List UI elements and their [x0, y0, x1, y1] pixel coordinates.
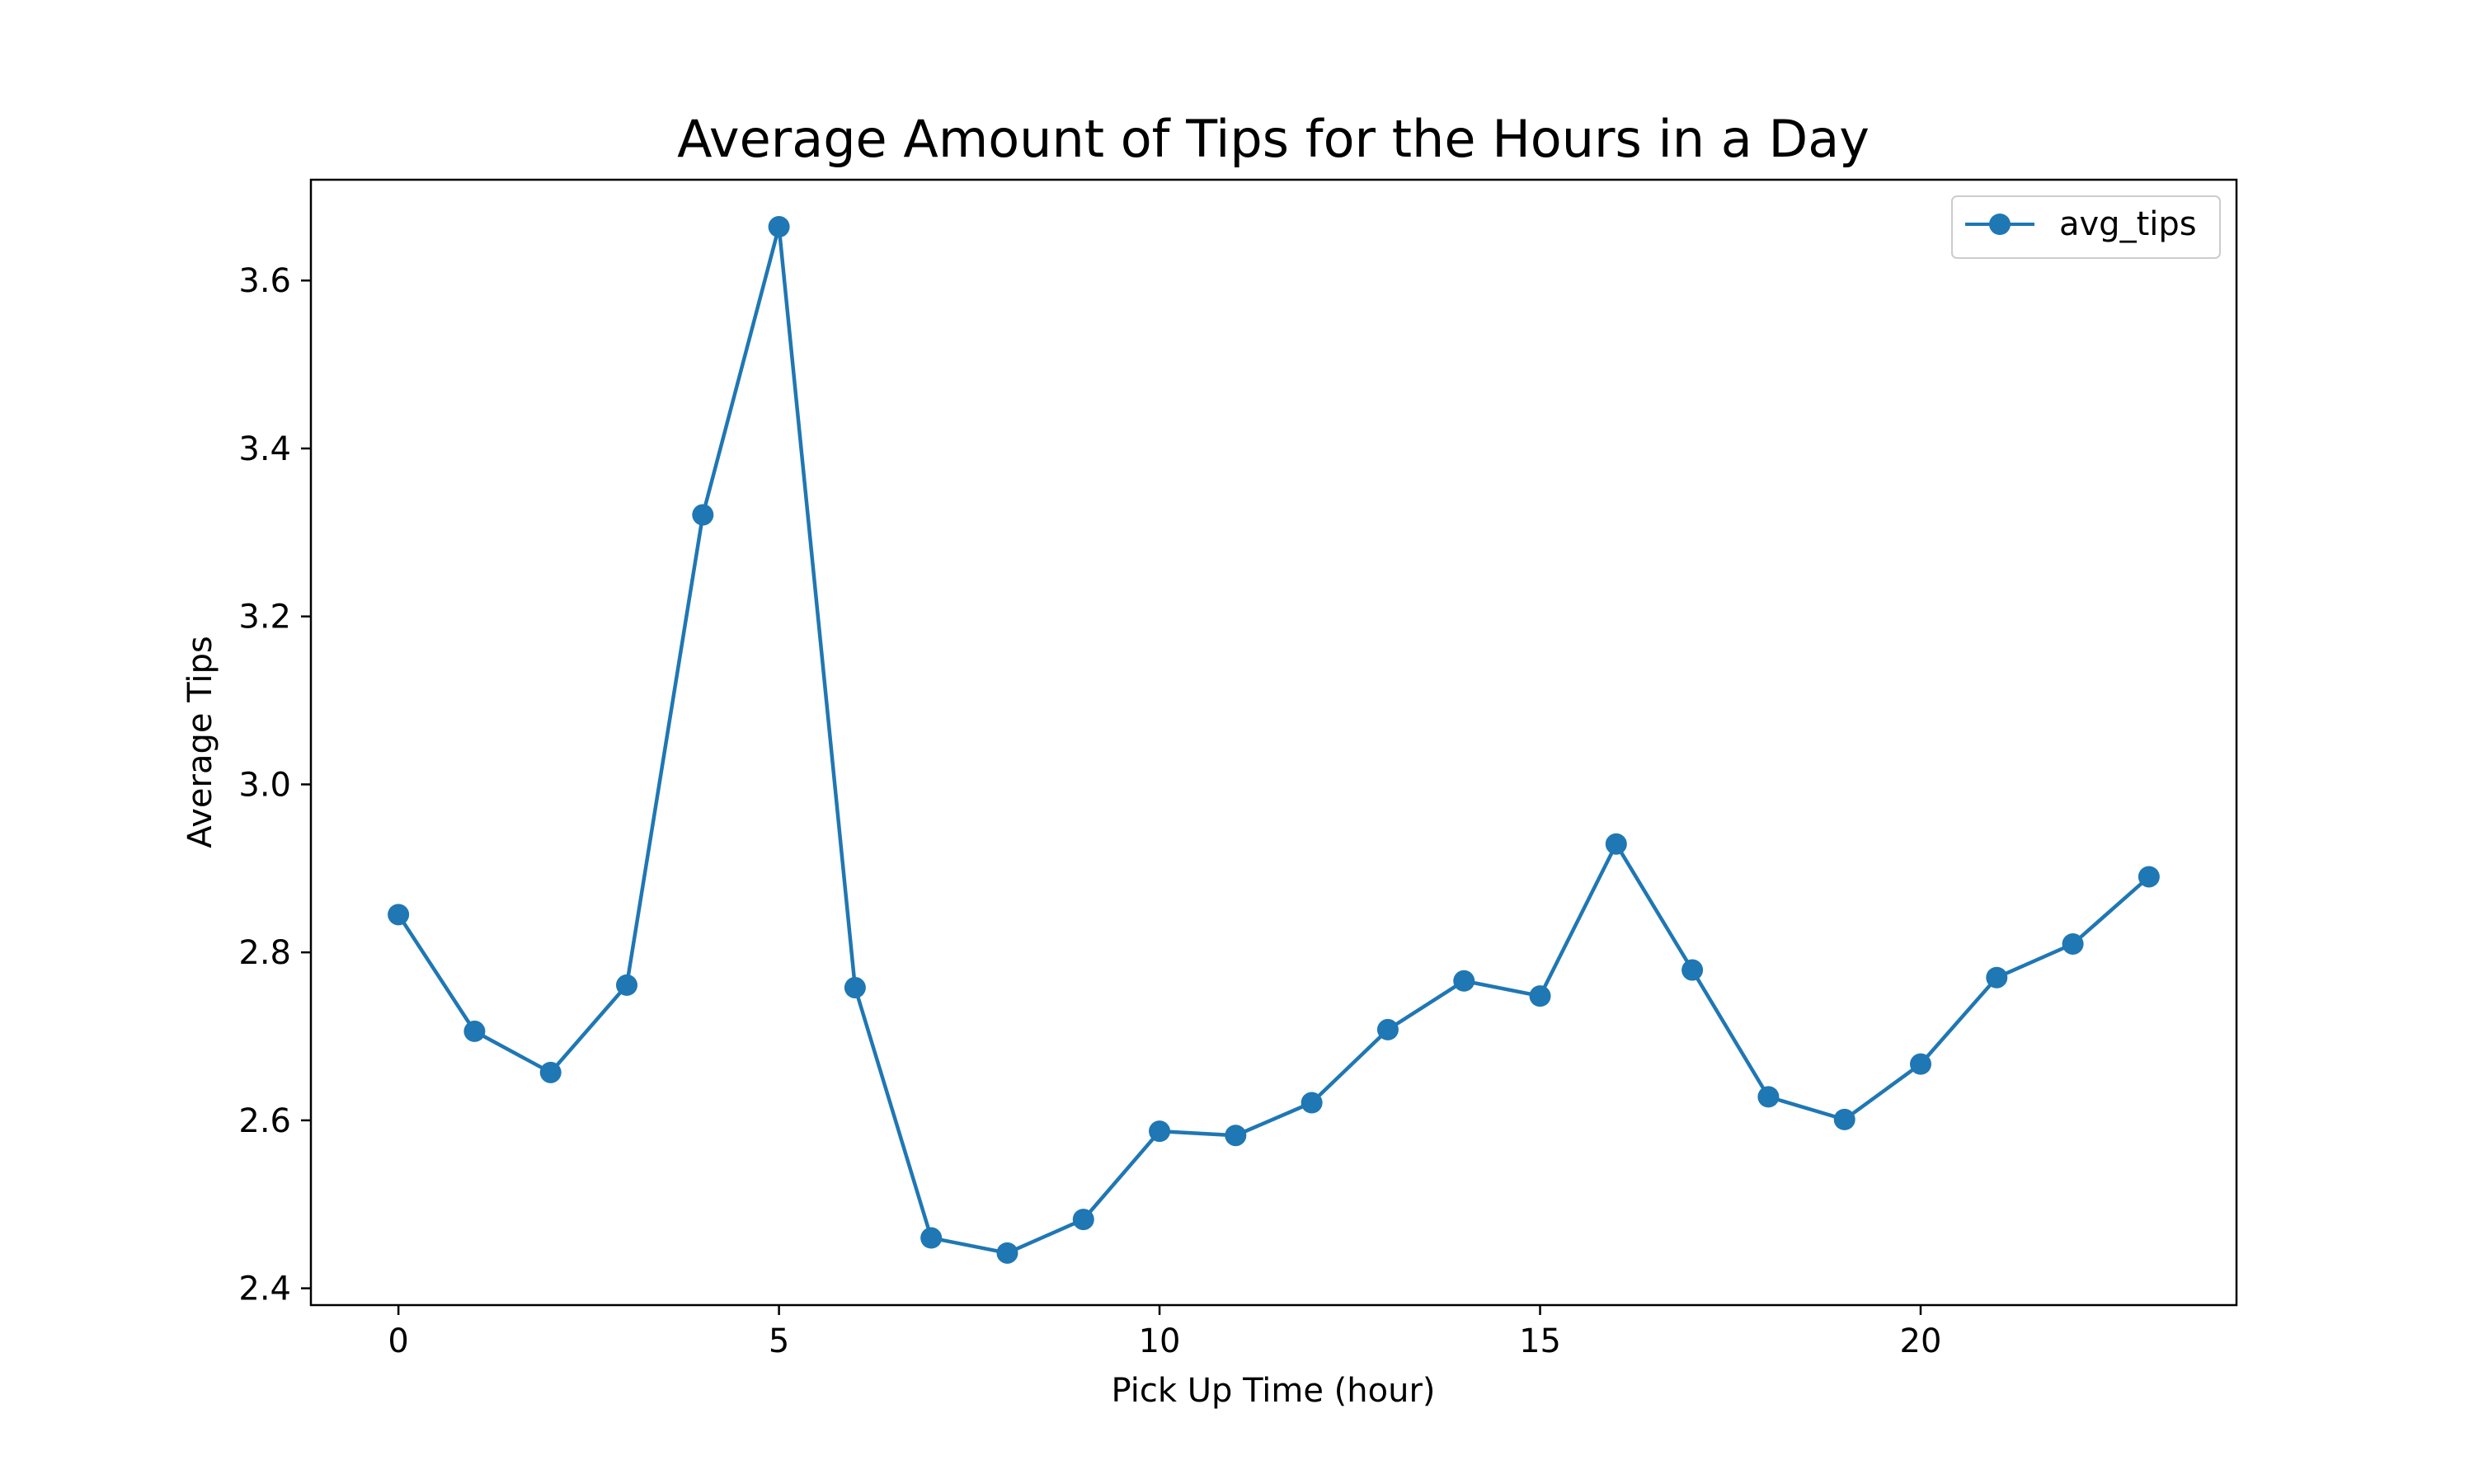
legend-label-avg-tips: avg_tips	[2059, 205, 2197, 243]
x-axis-label: Pick Up Time (hour)	[1111, 1372, 1435, 1410]
plot-area	[311, 180, 2236, 1305]
y-tick-label: 3.2	[238, 599, 291, 636]
data-point	[1529, 985, 1551, 1007]
series-line-avg-tips	[397, 224, 2151, 1256]
data-point	[768, 216, 790, 238]
x-tick-label: 15	[1519, 1322, 1561, 1360]
data-point	[996, 1242, 1018, 1264]
data-point	[388, 904, 410, 926]
x-tick-label: 10	[1139, 1322, 1181, 1360]
data-point	[1300, 1092, 1323, 1114]
y-axis-ticks: 2.4 2.6 2.8 3.0 3.2 3.4 3.6	[238, 262, 311, 1308]
y-tick-label: 3.4	[238, 430, 291, 468]
data-point	[539, 1061, 562, 1083]
data-point	[920, 1227, 943, 1249]
legend: avg_tips	[1951, 195, 2221, 259]
data-point	[1225, 1125, 1247, 1147]
y-tick-label: 3.0	[238, 766, 291, 804]
x-tick-label: 5	[769, 1322, 789, 1360]
y-tick-label: 2.8	[238, 934, 291, 972]
plot-frame	[309, 178, 2238, 1307]
data-point	[2138, 866, 2160, 888]
data-point	[1376, 1018, 1399, 1040]
x-axis-ticks: 0 5 10 15 20	[388, 1305, 1941, 1360]
data-point	[2062, 932, 2084, 955]
data-point	[1453, 970, 1475, 992]
legend-box	[1951, 195, 2221, 259]
y-tick-label: 2.6	[238, 1102, 291, 1140]
data-point	[1605, 833, 1627, 855]
data-point	[1149, 1120, 1171, 1143]
x-tick-label: 0	[388, 1322, 408, 1360]
chart-title: Average Amount of Tips for the Hours in …	[677, 109, 1870, 169]
series-layer	[388, 216, 2160, 1264]
y-tick-label: 3.6	[238, 262, 291, 300]
data-point	[1909, 1053, 1931, 1075]
data-point	[1072, 1209, 1094, 1231]
data-point	[463, 1020, 486, 1042]
data-point	[692, 504, 714, 526]
data-point	[1986, 966, 2008, 989]
x-tick-label: 20	[1900, 1322, 1942, 1360]
legend-marker-avg-tips	[1989, 214, 2011, 235]
y-axis-label: Average Tips	[181, 636, 219, 848]
y-tick-label: 2.4	[238, 1270, 291, 1308]
data-point	[1681, 959, 1704, 981]
data-point	[1757, 1086, 1780, 1108]
data-point	[616, 974, 638, 996]
data-point	[844, 976, 866, 998]
data-point	[1833, 1108, 1856, 1130]
